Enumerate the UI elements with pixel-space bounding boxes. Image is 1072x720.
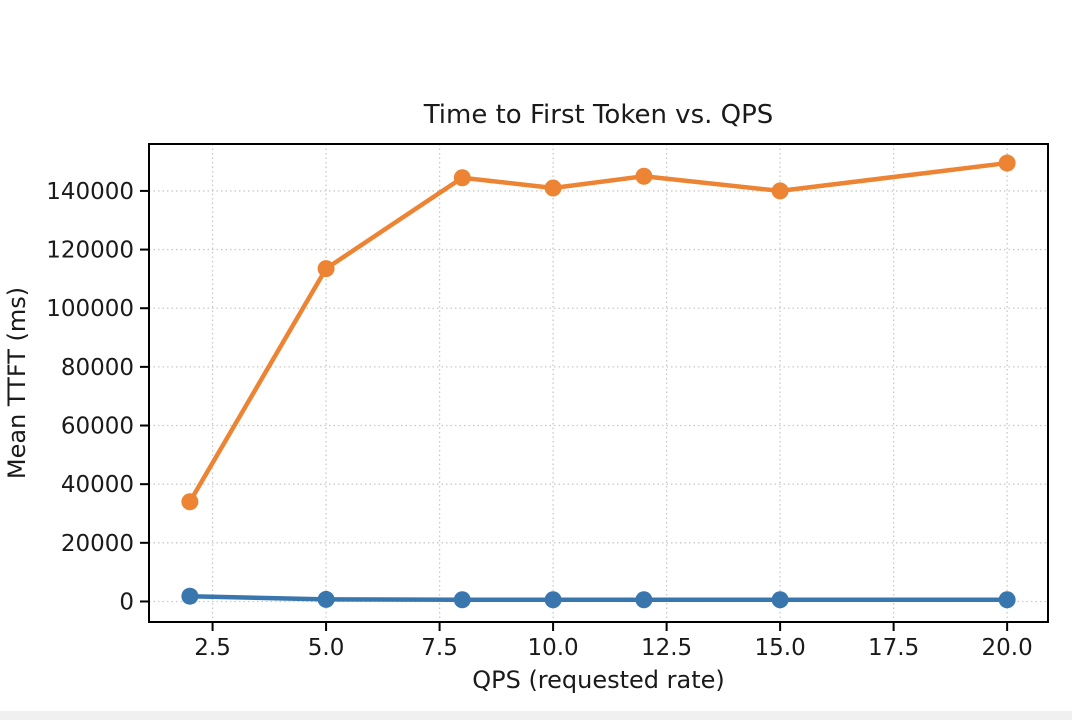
data-point-blue-series	[181, 587, 199, 605]
chart-title: Time to First Token vs. QPS	[423, 100, 774, 130]
y-tick-label: 80000	[61, 355, 134, 381]
data-point-blue-series	[317, 590, 335, 608]
y-tick-label: 40000	[61, 472, 134, 498]
series-line-blue-series	[187, 593, 1010, 602]
y-tick-label: 60000	[61, 414, 134, 440]
data-point-orange-series	[635, 167, 653, 185]
page-bottom-strip	[0, 711, 1072, 720]
x-axis-label: QPS (requested rate)	[472, 666, 725, 694]
data-point-orange-series	[317, 260, 335, 278]
y-axis-label: Mean TTFT (ms)	[3, 286, 31, 480]
data-point-blue-series	[544, 591, 562, 609]
data-point-orange-series	[181, 493, 199, 511]
x-tick-label: 7.5	[421, 635, 458, 661]
y-tick-label: 120000	[46, 238, 134, 264]
data-point-orange-series	[453, 169, 471, 187]
data-point-blue-series	[998, 591, 1016, 609]
y-tick-label: 20000	[61, 531, 134, 557]
x-tick-label: 17.5	[868, 635, 919, 661]
data-point-orange-series	[998, 154, 1016, 172]
x-tick-label: 5.0	[308, 635, 345, 661]
x-tick-label: 20.0	[982, 635, 1033, 661]
axes-frame	[148, 143, 1049, 623]
y-tick-label: 140000	[46, 179, 134, 205]
data-point-orange-series	[771, 182, 789, 200]
data-point-blue-series	[771, 591, 789, 609]
y-tick-label: 100000	[46, 296, 134, 322]
y-tick-label: 0	[119, 589, 134, 615]
x-tick-label: 15.0	[755, 635, 806, 661]
data-point-orange-series	[544, 179, 562, 197]
x-tick-label: 10.0	[527, 635, 578, 661]
data-point-blue-series	[635, 591, 653, 609]
x-tick-label: 12.5	[641, 635, 692, 661]
x-tick-label: 2.5	[194, 635, 231, 661]
data-point-blue-series	[453, 591, 471, 609]
series-line-orange-series	[187, 160, 1010, 505]
